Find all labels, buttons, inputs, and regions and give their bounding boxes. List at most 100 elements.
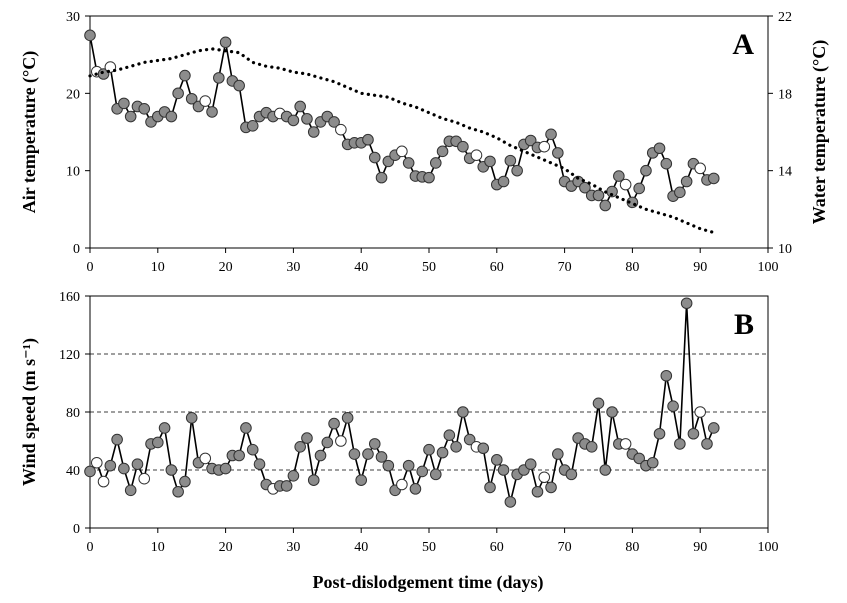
panel-b-data-point [701, 438, 713, 450]
panel-a-data-point [552, 147, 564, 159]
panel-b-data-point [674, 438, 686, 450]
panel-b-data-point [504, 496, 517, 508]
panel-b-data-point [368, 438, 381, 450]
panel-a-data-point-open [619, 178, 632, 191]
panel-a-data-point [633, 182, 645, 195]
panel-a-data-point [524, 134, 537, 147]
panel-b-data-point [599, 464, 612, 476]
panel-a-data-point [328, 116, 340, 128]
panel-a-data-point [165, 110, 178, 123]
panel-b-y-tick-label: 40 [66, 464, 80, 479]
panel-a-data-point [301, 113, 313, 125]
panel-a-data-point-open [538, 140, 551, 153]
panel-b-data-point [307, 474, 320, 486]
panel-a-data-point-open [104, 61, 117, 73]
panel-a-data-point [674, 186, 686, 199]
panel-a-data-point [368, 151, 381, 164]
panel-b-x-tick-label: 80 [625, 540, 639, 555]
panel-b-data-point [341, 412, 354, 424]
panel-a: 0 10 20 30 40 50 60 70 80 90 100 0 10 20 30 Air tempera… [19, 10, 830, 275]
panel-a-data-point [545, 128, 557, 141]
panel-b-data-point [463, 433, 476, 446]
panel-a-x-tick-label: 10 [151, 260, 165, 275]
panel-b-series-0-line [89, 303, 715, 503]
panel-a-data-point [294, 100, 306, 113]
panel-a-data-point [287, 114, 300, 127]
panel-b-data-point [172, 485, 184, 498]
panel-b-data-point [606, 406, 618, 418]
panel-a-x-tick-label: 50 [422, 260, 436, 275]
panel-a-data-point [402, 157, 415, 169]
panel-b-data-point [409, 483, 422, 495]
panel-b-data-point-open [90, 456, 103, 469]
panel-b-data-point [416, 465, 429, 478]
panel-b-data-point [457, 406, 469, 418]
panel-a-data-point [362, 133, 374, 146]
panel-b-x-tick-label: 40 [354, 540, 368, 555]
panel-b-y-tick-label: 160 [59, 290, 80, 305]
panel-a-data-point [233, 79, 245, 92]
panel-a-x-tick-label: 80 [625, 260, 639, 275]
panel-a-y2-tick-label: 14 [778, 165, 792, 180]
panel-b-data-point [592, 397, 605, 410]
panel-a-data-point [599, 199, 612, 212]
panel-b-data-point-open [199, 452, 212, 465]
panel-b-data-point [436, 446, 449, 459]
panel-a-data-point-open [694, 162, 707, 175]
panel-a-data-point [680, 175, 693, 188]
panel-b-x-tick-label: 90 [693, 540, 707, 555]
panel-a-data-point [579, 181, 591, 194]
panel-a-data-point [497, 175, 510, 188]
panel-a-y2-tick-label: 22 [778, 10, 792, 25]
panel-b-data-point [491, 454, 503, 466]
panel-a-data-point [172, 87, 184, 100]
panel-b-data-point [280, 480, 293, 492]
panel-b-data-point [382, 459, 395, 472]
panel-b-data-point [545, 481, 557, 494]
panel-b-x-tick-label: 100 [758, 540, 779, 555]
x-axis-label: Post-dislodgement time (days) [313, 572, 544, 593]
panel-b-x-tick-label: 70 [558, 540, 572, 555]
panel-a-y2-tick-label: 10 [778, 242, 792, 257]
panel-b-data-point [443, 429, 456, 442]
panel-a-data-point [307, 126, 320, 138]
panel-a-data-point [613, 170, 625, 182]
panel-b-data-point [165, 464, 178, 476]
panel-b-data-point [246, 443, 259, 456]
panel-a-data-point-open [470, 149, 483, 161]
panel-b-data-point-open [396, 478, 408, 491]
panel-b-data-point [328, 417, 340, 430]
panel-a-y-tick-label: 20 [66, 87, 80, 102]
panel-a-plot-frame [89, 15, 769, 249]
panel-a-data-point [707, 172, 720, 185]
panel-a-x-tick-label: 30 [286, 260, 300, 275]
panel-b-x-tick-label: 10 [151, 540, 165, 555]
panel-b-data-point [497, 464, 510, 476]
panel-b-y-tick-label: 0 [73, 522, 80, 537]
panel-a-data-point [457, 140, 469, 153]
panel-b-data-point [565, 468, 578, 481]
panel-a-data-point [246, 120, 259, 132]
panel-b-data-point [524, 458, 537, 471]
panel-b-data-point [111, 433, 123, 446]
panel-b-data-point [294, 441, 306, 453]
panel-a-data-point [423, 171, 435, 184]
panel-a-data-point [653, 142, 666, 155]
panel-a-y2-tick-label: 18 [778, 87, 792, 102]
panel-b-data-point [707, 422, 720, 434]
panel-b-data-point [362, 448, 374, 460]
panel-a-data-point [219, 36, 232, 49]
panel-a-data-point [429, 157, 442, 169]
panel-a-data-point [436, 145, 449, 158]
panel-b-data-point [179, 475, 191, 488]
panel-a-data-point [511, 164, 523, 177]
panel-b-data-point-open [335, 435, 347, 447]
panel-b-data-point [301, 432, 313, 444]
panel-b-data-point [233, 449, 245, 462]
panel-b-x-tick-label: 30 [286, 540, 300, 555]
panel-b-data-point [667, 400, 679, 413]
panel-b-data-point [348, 448, 361, 460]
panel-b-x-tick-label: 20 [219, 540, 233, 555]
